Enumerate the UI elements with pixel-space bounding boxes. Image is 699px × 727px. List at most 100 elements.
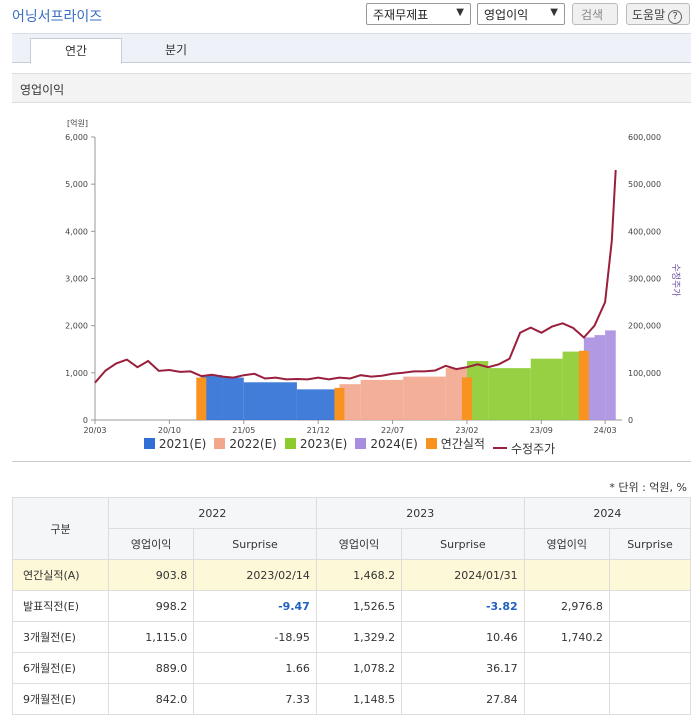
legend-swatch [492,447,507,449]
page-title: 어닝서프라이즈 [12,9,103,25]
actual-result-bar [578,350,589,420]
consensus-2024(E)-step [583,337,595,420]
table-row: 3개월전(E) 1,115.0 -18.95 1,329.2 10.46 1,740.2 [12,621,692,653]
table-cell: 36.17 [401,652,525,684]
table-cell: 1,468.2 [315,559,403,591]
col-header: 영업이익 [315,528,403,560]
table-cell: 1,148.5 [315,683,403,715]
legend-label: 연간실적 [440,437,485,451]
x-tick-label: 23/02 [455,426,478,435]
tab-annual[interactable]: 연간 [30,38,122,64]
right-axis-label: 수정주가 [670,263,681,296]
year-header: 2024 [523,497,692,529]
x-tick-label: 21/12 [307,426,330,435]
question-icon: ? [668,10,683,24]
table-cell: -18.95 [193,621,317,653]
unit-note: * 단위 : 억원, % [609,481,687,494]
statement-select[interactable]: 주재무제표 ▼ [366,3,471,25]
chevron-down-icon: ▼ [550,7,558,18]
table-cell: 2,976.8 [523,590,610,622]
table-cell: 998.2 [107,590,195,622]
table-cell [608,652,692,684]
consensus-2024(E)-step [605,330,616,420]
legend-label: 수정주가 [510,441,556,456]
table-cell: 10.46 [401,621,525,653]
actual-result-bar [334,387,345,420]
row-label: 6개월전(E) [12,652,109,684]
y-tick-label: 3,000 [65,275,88,284]
y-tick-label: 5,000 [65,180,88,189]
statement-select-value: 주재무제표 [373,8,429,22]
table-cell [523,683,610,715]
consensus-2023(E)-step [562,351,584,420]
table-cell [608,683,692,715]
table-cell [523,652,610,684]
tab-quarterly[interactable]: 분기 [164,43,188,57]
right-tick-label: 0 [628,416,633,425]
table-cell: 842.0 [107,683,195,715]
table-row: 9개월전(E) 842.0 7.33 1,148.5 27.84 [12,683,692,715]
x-tick-label: 20/03 [83,426,106,435]
row-label: 발표직전(E) [12,590,109,622]
table-cell: 27.84 [401,683,525,715]
consensus-2022(E)-step [339,384,361,420]
legend-swatch [425,438,437,449]
consensus-2023(E)-step [530,358,563,420]
y-unit-label: [억원] [67,118,88,128]
legend-item[interactable]: 수정주가 [492,440,556,457]
legend-item[interactable]: 연간실적 [425,435,485,452]
consensus-2023(E)-step [466,361,489,420]
table-cell: 1.66 [193,652,317,684]
y-tick-label: 4,000 [65,227,88,236]
metric-select[interactable]: 영업이익 ▼ [477,3,565,25]
right-tick-label: 100,000 [628,369,661,378]
table-cell: 903.8 [107,559,195,591]
help-button[interactable]: 도움말? [626,3,690,25]
x-tick-label: 24/03 [594,426,617,435]
search-button[interactable]: 검색 [572,3,618,25]
right-tick-label: 200,000 [628,322,661,331]
legend-item[interactable]: 2021(E) [143,436,207,451]
legend-label: 2024(E) [370,436,418,451]
legend-item[interactable]: 2022(E) [214,436,277,451]
legend-swatch [355,438,367,449]
consensus-2021(E)-step [201,375,223,420]
consensus-2022(E)-step [360,379,404,420]
consensus-2021(E)-step [222,377,244,420]
table-cell [608,559,692,591]
legend-item[interactable]: 2024(E) [355,436,418,451]
table-cell: 1,740.2 [523,621,610,653]
top-bar: 어닝서프라이즈 주재무제표 ▼ 영업이익 ▼ 검색 도움말? [0,0,699,30]
table-row: 6개월전(E) 889.0 1.66 1,078.2 36.17 [12,652,692,684]
chevron-down-icon: ▼ [456,7,464,18]
x-tick-label: 21/05 [232,426,255,435]
legend-label: 2021(E) [158,436,207,451]
table-row: 발표직전(E) 998.2 -9.47 1,526.5 -3.82 2,976.8 [12,590,692,622]
col-header: Surprise [401,528,525,560]
divider [12,461,691,462]
surprise-table: 구분 2022 2023 2024 영업이익 Surprise 영업이익 Sur… [12,497,692,715]
actual-result-bar [196,377,207,420]
consensus-2022(E)-step [445,368,467,420]
consensus-2022(E)-step [403,376,446,420]
table-cell: 2024/01/31 [401,559,525,591]
operating-profit-chart: 0 1,000 2,000 3,000 4,000 5,000 6,000 [억원] 0 100,… [65,118,681,435]
table-cell: 1,078.2 [315,652,403,684]
table-row: 연간실적(A) 903.8 2023/02/14 1,468.2 2024/01/31 [12,559,692,591]
table-cell: 1,115.0 [107,621,195,653]
y-tick-label: 2,000 [65,322,88,331]
year-header: 2023 [315,497,525,529]
section-title: 영업이익 [12,73,691,103]
legend-item[interactable]: 2023(E) [284,437,347,451]
table-cell: -9.47 [193,590,317,622]
consensus-2021(E)-step [296,389,340,420]
year-header: 2022 [108,497,317,529]
table-cell: 7.33 [193,683,317,715]
legend-label: 2022(E) [229,436,277,451]
x-tick-label: 20/10 [158,426,181,435]
y-tick-label: 0 [83,416,88,425]
table-cell: 889.0 [107,652,195,684]
row-label: 3개월전(E) [12,621,109,653]
x-tick-label: 23/09 [530,426,553,435]
x-tick-label: 22/07 [381,426,404,435]
